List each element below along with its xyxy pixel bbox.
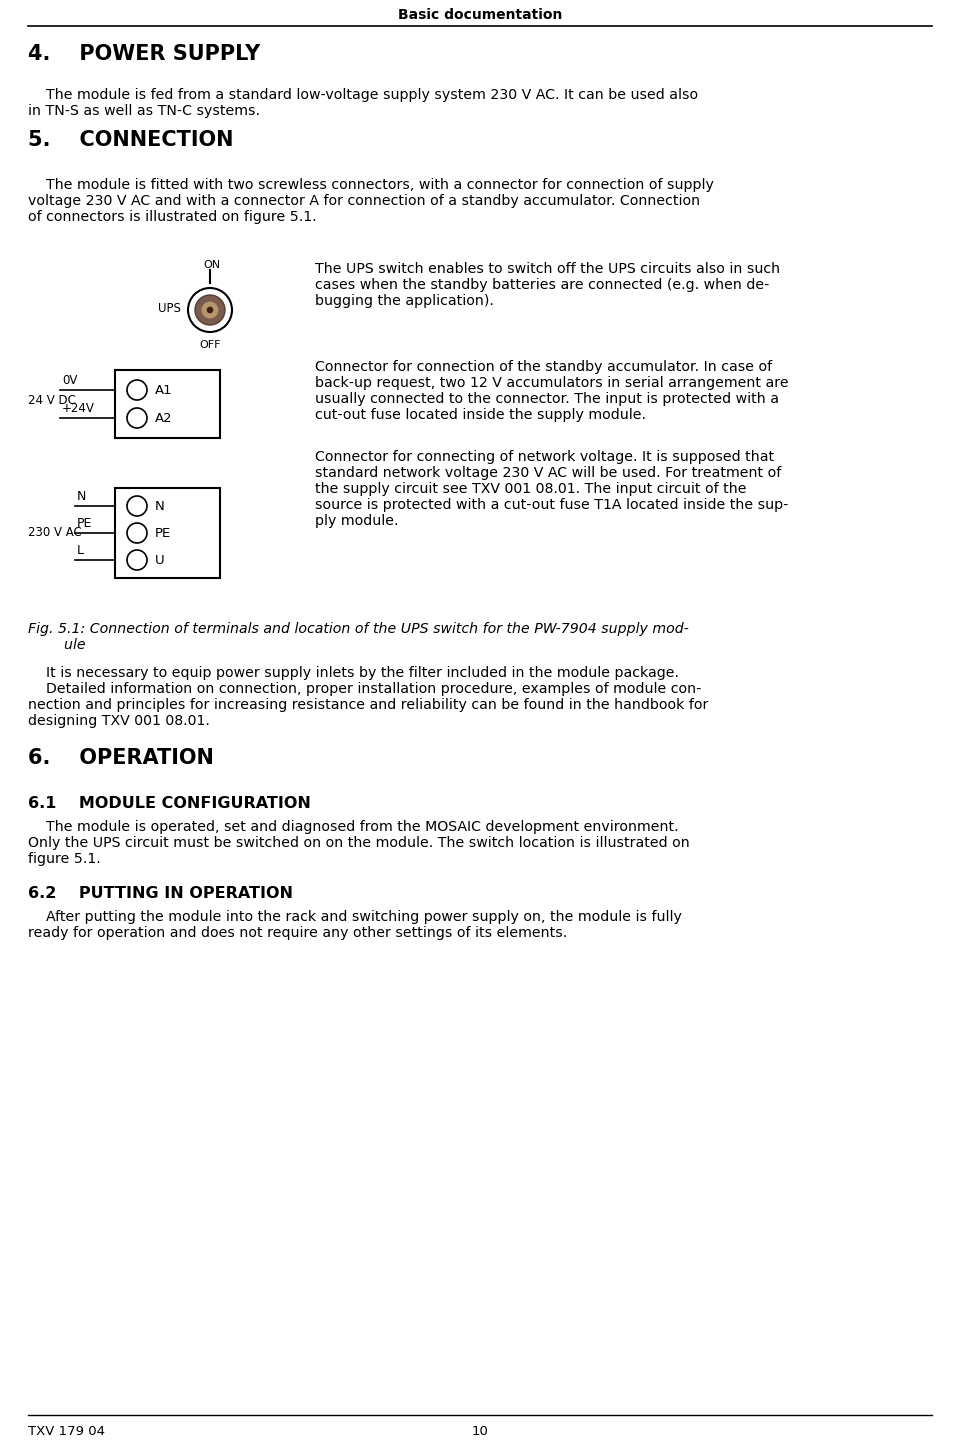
Text: 6.2    PUTTING IN OPERATION: 6.2 PUTTING IN OPERATION: [28, 887, 293, 901]
Text: 4.    POWER SUPPLY: 4. POWER SUPPLY: [28, 44, 260, 64]
Text: N: N: [77, 490, 86, 503]
Text: A2: A2: [155, 412, 173, 425]
Text: +24V: +24V: [62, 402, 95, 415]
Text: 0V: 0V: [62, 374, 78, 387]
Text: Detailed information on connection, proper installation procedure, examples of m: Detailed information on connection, prop…: [28, 682, 702, 696]
Text: The module is operated, set and diagnosed from the MOSAIC development environmen: The module is operated, set and diagnose…: [28, 820, 679, 834]
Text: The UPS switch enables to switch off the UPS circuits also in such: The UPS switch enables to switch off the…: [315, 263, 780, 276]
Text: Connector for connecting of network voltage. It is supposed that: Connector for connecting of network volt…: [315, 450, 774, 464]
Text: cut-out fuse located inside the supply module.: cut-out fuse located inside the supply m…: [315, 408, 646, 422]
Text: designing TXV 001 08.01.: designing TXV 001 08.01.: [28, 714, 210, 728]
Text: 6.1    MODULE CONFIGURATION: 6.1 MODULE CONFIGURATION: [28, 797, 311, 811]
Text: in TN-S as well as TN-C systems.: in TN-S as well as TN-C systems.: [28, 104, 260, 118]
Text: 230 V AC: 230 V AC: [28, 527, 82, 540]
Text: L: L: [77, 544, 84, 557]
Text: the supply circuit see TXV 001 08.01. The input circuit of the: the supply circuit see TXV 001 08.01. Th…: [315, 482, 747, 496]
Text: back-up request, two 12 V accumulators in serial arrangement are: back-up request, two 12 V accumulators i…: [315, 376, 788, 390]
Bar: [115, 370, 220, 438]
Text: of connectors is illustrated on figure 5.1.: of connectors is illustrated on figure 5…: [28, 210, 317, 223]
Text: Only the UPS circuit must be switched on on the module. The switch location is i: Only the UPS circuit must be switched on…: [28, 836, 689, 850]
Text: 6.    OPERATION: 6. OPERATION: [28, 749, 214, 768]
Text: voltage 230 V AC and with a connector A for connection of a standby accumulator.: voltage 230 V AC and with a connector A …: [28, 194, 700, 207]
Text: ready for operation and does not require any other settings of its elements.: ready for operation and does not require…: [28, 926, 567, 940]
Text: N: N: [155, 501, 165, 514]
Text: usually connected to the connector. The input is protected with a: usually connected to the connector. The …: [315, 392, 779, 406]
Bar: [115, 488, 220, 577]
Text: ply module.: ply module.: [315, 514, 398, 528]
Circle shape: [201, 300, 219, 319]
Text: TXV 179 04: TXV 179 04: [28, 1425, 105, 1438]
Text: nection and principles for increasing resistance and reliability can be found in: nection and principles for increasing re…: [28, 698, 708, 712]
Text: PE: PE: [155, 527, 171, 540]
Text: 24 V DC: 24 V DC: [28, 393, 76, 406]
Text: UPS: UPS: [158, 302, 180, 315]
Text: Basic documentation: Basic documentation: [397, 9, 563, 22]
Text: U: U: [155, 554, 164, 567]
Circle shape: [195, 295, 225, 325]
Text: The module is fed from a standard low-voltage supply system 230 V AC. It can be : The module is fed from a standard low-vo…: [28, 89, 698, 102]
Text: Fig. 5.1: Connection of terminals and location of the UPS switch for the PW-7904: Fig. 5.1: Connection of terminals and lo…: [28, 622, 689, 636]
Text: ule: ule: [28, 638, 85, 651]
Text: The module is fitted with two screwless connectors, with a connector for connect: The module is fitted with two screwless …: [28, 178, 714, 192]
Text: OFF: OFF: [200, 340, 221, 350]
Text: PE: PE: [77, 517, 92, 530]
Text: ON: ON: [204, 260, 221, 270]
Text: Connector for connection of the standby accumulator. In case of: Connector for connection of the standby …: [315, 360, 772, 374]
Text: 10: 10: [471, 1425, 489, 1438]
Text: A1: A1: [155, 385, 173, 398]
Text: source is protected with a cut-out fuse T1A located inside the sup-: source is protected with a cut-out fuse …: [315, 498, 788, 512]
Text: It is necessary to equip power supply inlets by the filter included in the modul: It is necessary to equip power supply in…: [28, 666, 679, 681]
Text: standard network voltage 230 V AC will be used. For treatment of: standard network voltage 230 V AC will b…: [315, 466, 781, 480]
Text: 5.    CONNECTION: 5. CONNECTION: [28, 131, 233, 149]
Text: cases when the standby batteries are connected (e.g. when de-: cases when the standby batteries are con…: [315, 279, 769, 292]
Text: figure 5.1.: figure 5.1.: [28, 852, 101, 866]
Text: After putting the module into the rack and switching power supply on, the module: After putting the module into the rack a…: [28, 910, 682, 924]
Circle shape: [207, 308, 213, 313]
Text: bugging the application).: bugging the application).: [315, 295, 493, 308]
